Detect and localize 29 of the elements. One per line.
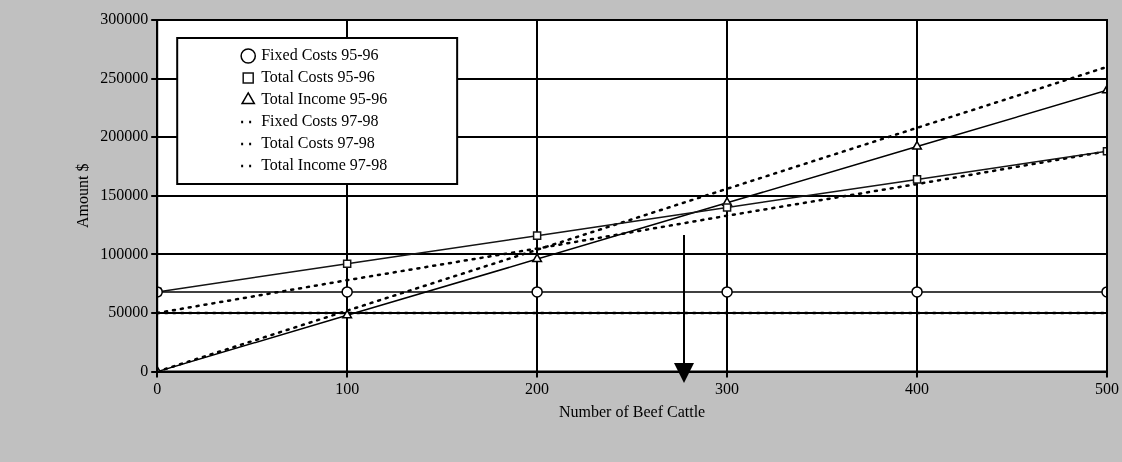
y-tick-label: 300000: [100, 10, 149, 28]
legend-label: Total Income 95-96: [261, 90, 388, 108]
point: [342, 259, 352, 269]
x-axis-title: Number of Beef Cattle: [559, 402, 706, 420]
y-axis-title: Amount $: [73, 163, 91, 229]
y-tick-label: 200000: [100, 127, 149, 145]
legend-label: Total Costs 97-98: [261, 134, 375, 152]
x-tick-label: 0: [153, 380, 162, 398]
y-tick-label: 0: [140, 361, 149, 379]
legend-label: Fixed Costs 95-96: [261, 46, 379, 64]
x-tick-label: 100: [335, 380, 360, 398]
point: [721, 286, 733, 298]
y-tick-label: 50000: [108, 303, 149, 321]
legend-label: Total Costs 95-96: [261, 68, 375, 86]
point: [531, 286, 543, 298]
legend-label: Total Income 97-98: [261, 156, 388, 174]
legend-label: Fixed Costs 97-98: [261, 112, 379, 130]
x-tick-label: 500: [1095, 380, 1119, 398]
point: [532, 231, 542, 240]
y-tick-label: 150000: [100, 186, 149, 203]
point: [912, 175, 922, 184]
x-tick-label: 400: [905, 380, 930, 398]
x-tick-label: 300: [715, 380, 740, 398]
point: [722, 203, 732, 212]
point: [911, 286, 923, 298]
y-tick-label: 100000: [100, 244, 149, 262]
y-tick-label: 250000: [100, 68, 149, 86]
point: [341, 286, 353, 298]
x-tick-label: 200: [525, 380, 550, 398]
